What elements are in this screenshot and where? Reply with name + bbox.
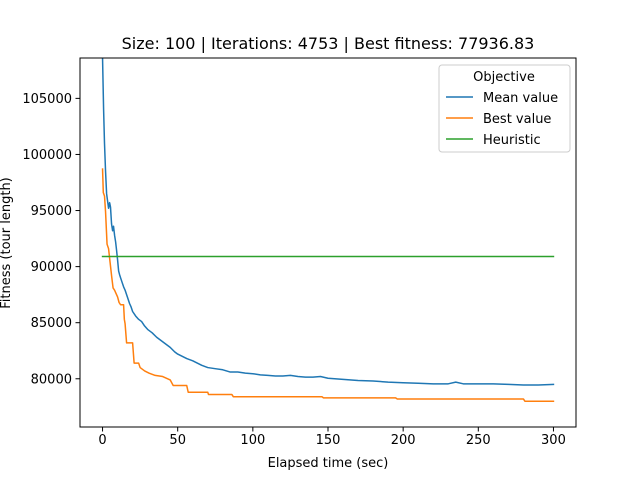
x-tick-label: 150 bbox=[316, 433, 341, 448]
legend-entry-heuristic: Heuristic bbox=[446, 133, 541, 148]
y-tick-label: 105000 bbox=[22, 92, 72, 107]
x-tick-label: 100 bbox=[240, 433, 265, 448]
legend-title: Objective bbox=[473, 70, 535, 85]
legend-label-heuristic: Heuristic bbox=[483, 133, 541, 148]
legend-label-mean: Mean value bbox=[483, 91, 558, 106]
y-tick-label: 100000 bbox=[22, 148, 72, 163]
y-axis-label: Fitness (tour length) bbox=[0, 177, 14, 309]
series-line-best bbox=[101, 168, 555, 402]
chart-title: Size: 100 | Iterations: 4753 | Best fitn… bbox=[122, 34, 535, 53]
legend-label-best: Best value bbox=[483, 112, 551, 127]
x-tick-label: 200 bbox=[391, 433, 416, 448]
y-tick-label: 95000 bbox=[31, 204, 72, 219]
x-tick-label: 250 bbox=[466, 433, 491, 448]
x-tick-label: 0 bbox=[98, 433, 106, 448]
series-line-mean bbox=[101, 58, 555, 386]
y-tick-label: 80000 bbox=[31, 372, 72, 387]
y-axis-ticks: 80000 85000 90000 95000 100000 105000 bbox=[22, 92, 80, 387]
x-tick-label: 50 bbox=[169, 433, 186, 448]
legend-entry-mean: Mean value bbox=[446, 91, 558, 106]
plot-area bbox=[101, 58, 555, 402]
legend-entry-best: Best value bbox=[446, 112, 551, 127]
x-axis-ticks: 0 50 100 150 200 250 300 bbox=[98, 427, 566, 448]
x-tick-label: 300 bbox=[541, 433, 566, 448]
legend-box bbox=[438, 64, 571, 153]
x-axis-label: Elapsed time (sec) bbox=[268, 456, 389, 471]
legend: Objective Mean value Best value Heuristi… bbox=[438, 64, 571, 153]
series-layer bbox=[101, 58, 555, 402]
y-tick-label: 85000 bbox=[31, 316, 72, 331]
y-tick-label: 90000 bbox=[31, 260, 72, 275]
